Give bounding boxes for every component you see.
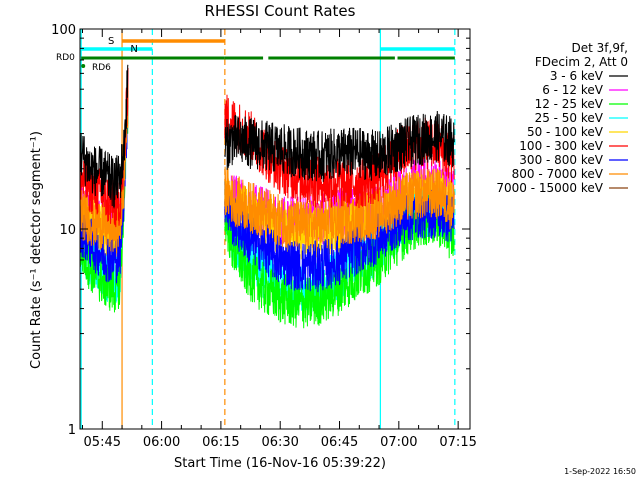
x-tick-label: 07:15 <box>439 435 476 450</box>
status-label-n: N <box>130 44 137 55</box>
series-7-segment-1 <box>224 166 455 251</box>
axes: 1 10 100 05:45 06:00 06:15 06:30 06:45 07:00 07:1… <box>51 23 477 450</box>
legend-item-label: 6 - 12 keV <box>542 83 604 97</box>
x-tick-label: 05:45 <box>84 435 121 450</box>
legend-header-line-1: Det 3f,9f, <box>572 41 629 55</box>
y-tick-label: 100 <box>51 23 76 38</box>
legend-item-label: 3 - 6 keV <box>550 69 604 83</box>
y-tick-label: 10 <box>59 223 76 238</box>
legend-item-label: 25 - 50 keV <box>535 111 604 125</box>
status-label-rd6: RD6 <box>92 63 111 73</box>
legend-item-label: 100 - 300 keV <box>519 139 603 153</box>
y-tick-label: 1 <box>68 423 76 438</box>
legend-item-label: 7000 - 15000 keV <box>496 181 603 195</box>
status-label-s: S <box>108 36 114 47</box>
legend-item-label: 12 - 25 keV <box>535 97 604 111</box>
series-7-segment-0 <box>80 86 129 254</box>
timestamp: 1-Sep-2022 16:50 <box>564 467 636 476</box>
status-bars: S N RD0 RD6 <box>56 36 455 73</box>
x-tick-label: 07:00 <box>380 435 417 450</box>
x-tick-label: 06:00 <box>143 435 180 450</box>
x-tick-label: 06:45 <box>321 435 358 450</box>
series-0-segment-1 <box>224 110 455 182</box>
legend-item-label: 300 - 800 keV <box>519 153 603 167</box>
series-6-segment-0 <box>80 105 129 284</box>
x-tick-label: 06:15 <box>202 435 239 450</box>
status-marker-rd6 <box>81 64 86 68</box>
legend-header-line-2: FDecim 2, Att 0 <box>535 55 628 69</box>
x-tick-label: 06:30 <box>261 435 298 450</box>
y-axis-label: Count Rate (s⁻¹ detector segment⁻¹) <box>29 131 44 369</box>
x-axis-label: Start Time (16-Nov-16 05:39:22) <box>174 456 386 471</box>
series-0-segment-0 <box>80 64 129 210</box>
legend-item-label: 50 - 100 keV <box>527 125 604 139</box>
legend-item-label: 800 - 7000 keV <box>512 167 604 181</box>
series-layer <box>80 64 455 329</box>
chart-title: RHESSI Count Rates <box>205 2 356 20</box>
status-label-rd0: RD0 <box>56 53 75 63</box>
